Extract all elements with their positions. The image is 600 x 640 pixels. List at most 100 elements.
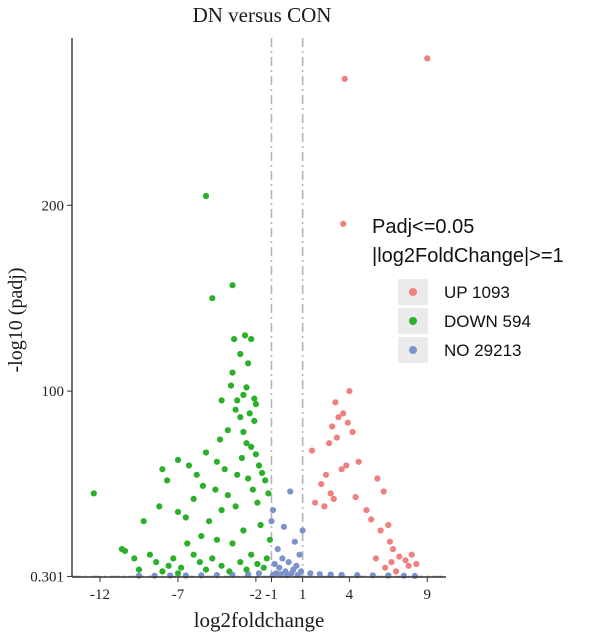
point-down [263,555,270,562]
point-down [131,555,138,562]
point-up [424,55,431,62]
point-up [330,495,337,502]
point-up [340,220,347,227]
point-up [349,428,356,436]
point-down [229,540,236,547]
x-axis-label: log2foldchange [194,608,325,632]
legend-swatch [409,346,417,354]
point-down [174,456,182,463]
point-down [238,454,245,462]
point-down [146,551,153,558]
point-up [372,555,379,562]
point-down [229,369,236,376]
point-down [241,332,249,339]
point-down [245,360,252,367]
point-up [338,466,345,473]
point-down [259,469,266,476]
point-up [363,507,370,514]
point-down [190,495,197,502]
point-down [231,336,238,343]
point-down [252,451,259,458]
x-tick-label: -1 [265,587,278,603]
point-down [196,559,203,566]
point-up [380,488,387,495]
point-down [232,406,239,413]
point-down [226,568,233,575]
point-up [322,471,330,478]
point-up [321,503,328,510]
point-down [174,570,182,577]
point-down [209,295,216,302]
point-down [246,410,253,417]
point-down [153,559,160,566]
legend-label: NO 29213 [444,341,522,360]
point-up [340,410,347,417]
point-down [174,508,182,515]
point-down [245,475,252,482]
point-no [285,559,292,566]
point-down [212,486,219,493]
x-tick-label: 9 [424,587,432,603]
point-up [393,568,400,575]
point-no [269,507,277,514]
point-down [237,414,244,421]
point-up [386,538,393,545]
y-axis-ticks: 0.301 100 200 [30,198,72,585]
point-down [251,395,258,402]
legend: Padj<=0.05 |log2FoldChange|>=1 UP 1093 DO… [372,216,564,363]
point-up [388,559,395,566]
point-no [327,571,334,578]
point-down [265,490,272,497]
chart-title: DN versus CON [193,3,332,27]
point-down [254,560,261,568]
legend-swatch [409,288,417,296]
point-down [202,449,210,456]
point-down [260,564,267,571]
point-down [202,566,210,573]
point-down [240,428,247,436]
point-down [213,536,220,543]
point-down [193,471,200,478]
point-down [248,336,255,343]
point-up [377,527,384,534]
point-down [266,536,273,543]
point-up [355,458,362,465]
point-down [237,350,244,358]
point-down [243,566,250,573]
point-up [343,462,350,469]
point-up [318,481,325,488]
point-down [121,547,129,555]
point-up [341,75,348,82]
point-down [262,477,269,484]
point-down [257,521,264,529]
legend-swatch [409,317,417,325]
point-up [413,560,420,568]
point-down [243,384,250,391]
point-down [251,417,258,424]
point-no [135,572,143,579]
point-up [333,434,340,441]
point-no [151,572,158,579]
point-down [164,477,171,484]
point-down [248,443,255,450]
point-no [268,518,275,525]
x-axis-ticks: -12 -7 -2 -1 1 4 9 [90,577,431,603]
point-no [316,571,323,578]
x-tick-label: -7 [172,587,185,603]
point-up [402,557,409,564]
point-down [218,562,225,569]
point-no [274,546,281,553]
point-no [280,523,287,530]
y-tick-label: 100 [42,384,65,400]
point-down [234,397,241,404]
point-down [159,466,166,473]
x-tick-label: 4 [346,587,354,603]
legend-title-line2: |log2FoldChange|>=1 [372,245,564,267]
point-down [224,492,231,499]
point-up [344,419,351,426]
point-down [224,427,231,434]
point-down [202,192,210,200]
point-down [165,562,172,569]
point-up [335,414,342,421]
